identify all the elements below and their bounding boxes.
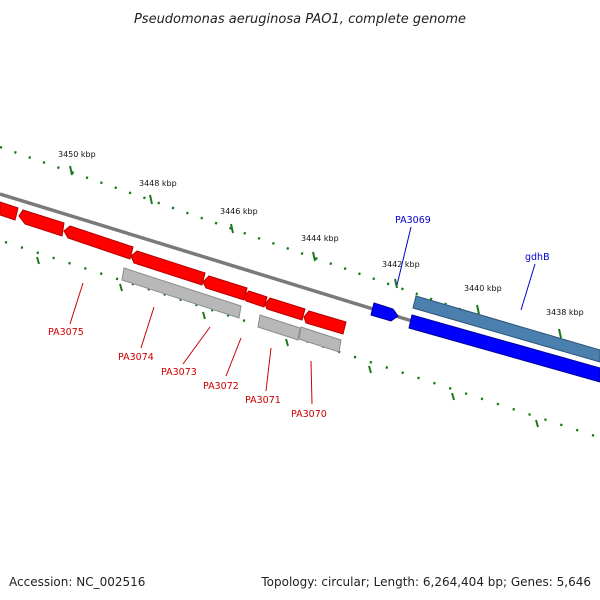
tick-label: 3440 kbp [464, 284, 502, 293]
reverse-gene [243, 290, 268, 308]
reverse-gene [130, 250, 206, 286]
leader-line [520, 263, 536, 311]
genome-summary-text: Topology: circular; Length: 6,264,404 bp… [260, 575, 591, 589]
forward-strand-track [370, 295, 600, 383]
tick-label: 3444 kbp [301, 234, 339, 243]
reverse-gene [303, 310, 347, 335]
reverse-gene [18, 209, 65, 237]
tick-label: 3450 kbp [58, 150, 96, 159]
forward-gene [370, 302, 399, 322]
grey-feature-track [121, 267, 342, 353]
grey-feature [121, 267, 242, 319]
tick-label: 3448 kbp [139, 179, 177, 188]
grey-feature [257, 314, 301, 341]
leader-line [69, 282, 84, 325]
major-tick [535, 419, 539, 428]
gene-label: PA3071 [245, 395, 281, 406]
leader-line [265, 347, 272, 392]
major-ticks: 3450 kbp 3448 kbp 3446 kbp 3444 kbp 3442… [58, 150, 584, 339]
tick-label: 3442 kbp [382, 260, 420, 269]
map-title: Pseudomonas aeruginosa PAO1, complete ge… [134, 12, 466, 27]
leader-line [396, 226, 412, 286]
major-tick [230, 223, 234, 234]
gene-label: PA3075 [48, 327, 84, 338]
major-tick [36, 256, 40, 265]
leader-line [225, 337, 242, 377]
forward-gene [412, 295, 600, 363]
major-tick [394, 278, 398, 289]
leader-line [310, 360, 313, 405]
gene-label: PA3073 [161, 367, 197, 378]
gene-label: PA3069 [395, 215, 431, 226]
major-tick [285, 338, 289, 347]
gene-label: PA3072 [203, 381, 239, 392]
gene-label: PA3070 [291, 409, 327, 420]
tick-label: 3446 kbp [220, 207, 258, 216]
gene-label: PA3074 [118, 352, 154, 363]
reverse-gene [0, 201, 19, 221]
forward-gene [408, 314, 600, 383]
gene-labels: PA3075 PA3074 PA3073 PA3072 PA3071 PA307… [48, 215, 550, 420]
leader-line [182, 326, 211, 365]
tick-label: 3438 kbp [546, 308, 584, 317]
inner-major-ticks [36, 256, 539, 428]
major-tick [149, 194, 153, 205]
grey-feature [298, 326, 342, 353]
major-tick [69, 165, 73, 176]
gene-label: gdhB [525, 252, 550, 263]
major-tick [202, 311, 206, 320]
major-tick [558, 328, 562, 339]
major-tick [451, 392, 455, 401]
reverse-strand-track [0, 201, 347, 335]
reverse-gene [63, 225, 134, 260]
major-tick [476, 304, 480, 315]
reverse-gene [202, 275, 248, 301]
major-tick [119, 283, 123, 292]
leader-line [140, 306, 155, 349]
major-tick [312, 251, 316, 262]
accession-text: Accession: NC_002516 [9, 575, 145, 589]
reverse-gene [264, 297, 306, 321]
major-tick [368, 365, 372, 374]
